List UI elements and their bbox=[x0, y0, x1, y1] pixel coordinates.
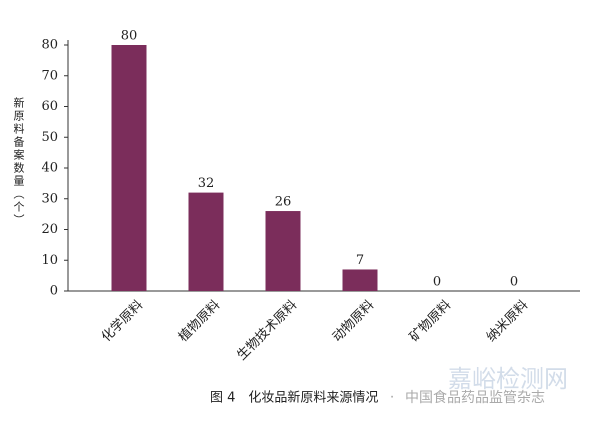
bar bbox=[265, 211, 301, 291]
y-axis-label: 新原料备案数量（个） bbox=[12, 96, 25, 227]
y-tick-label: 0 bbox=[50, 284, 58, 299]
data-label: 26 bbox=[275, 195, 292, 210]
watermark: 嘉峪检测网 bbox=[448, 365, 568, 393]
x-tick-label: 植物原料 bbox=[176, 298, 223, 345]
x-tick-label: 矿物原料 bbox=[407, 298, 454, 345]
data-label: 32 bbox=[198, 176, 215, 191]
y-tick-label: 40 bbox=[41, 161, 58, 176]
data-label: 0 bbox=[433, 275, 441, 290]
y-tick-label: 20 bbox=[41, 222, 58, 237]
bar bbox=[111, 45, 147, 291]
y-tick-label: 30 bbox=[41, 191, 58, 206]
separator: · bbox=[390, 391, 394, 406]
data-label: 80 bbox=[121, 29, 138, 44]
x-tick-label: 纳米原料 bbox=[484, 298, 531, 345]
caption: 图 4 化妆品新原料来源情况 bbox=[210, 390, 378, 406]
y-tick-label: 50 bbox=[41, 130, 58, 145]
data-label: 0 bbox=[510, 275, 518, 290]
bar bbox=[188, 192, 224, 291]
y-tick-label: 10 bbox=[41, 253, 58, 268]
data-label: 7 bbox=[356, 253, 364, 268]
bar bbox=[342, 269, 378, 291]
x-tick-label: 化学原料 bbox=[98, 297, 146, 345]
x-tick-label: 生物技术原料 bbox=[235, 298, 301, 364]
source: 中国食品药品监管杂志 bbox=[405, 389, 545, 406]
x-tick-label: 动物原料 bbox=[330, 298, 377, 345]
y-tick-label: 80 bbox=[41, 38, 58, 53]
y-tick-label: 70 bbox=[41, 68, 58, 83]
y-tick-label: 60 bbox=[41, 99, 58, 114]
